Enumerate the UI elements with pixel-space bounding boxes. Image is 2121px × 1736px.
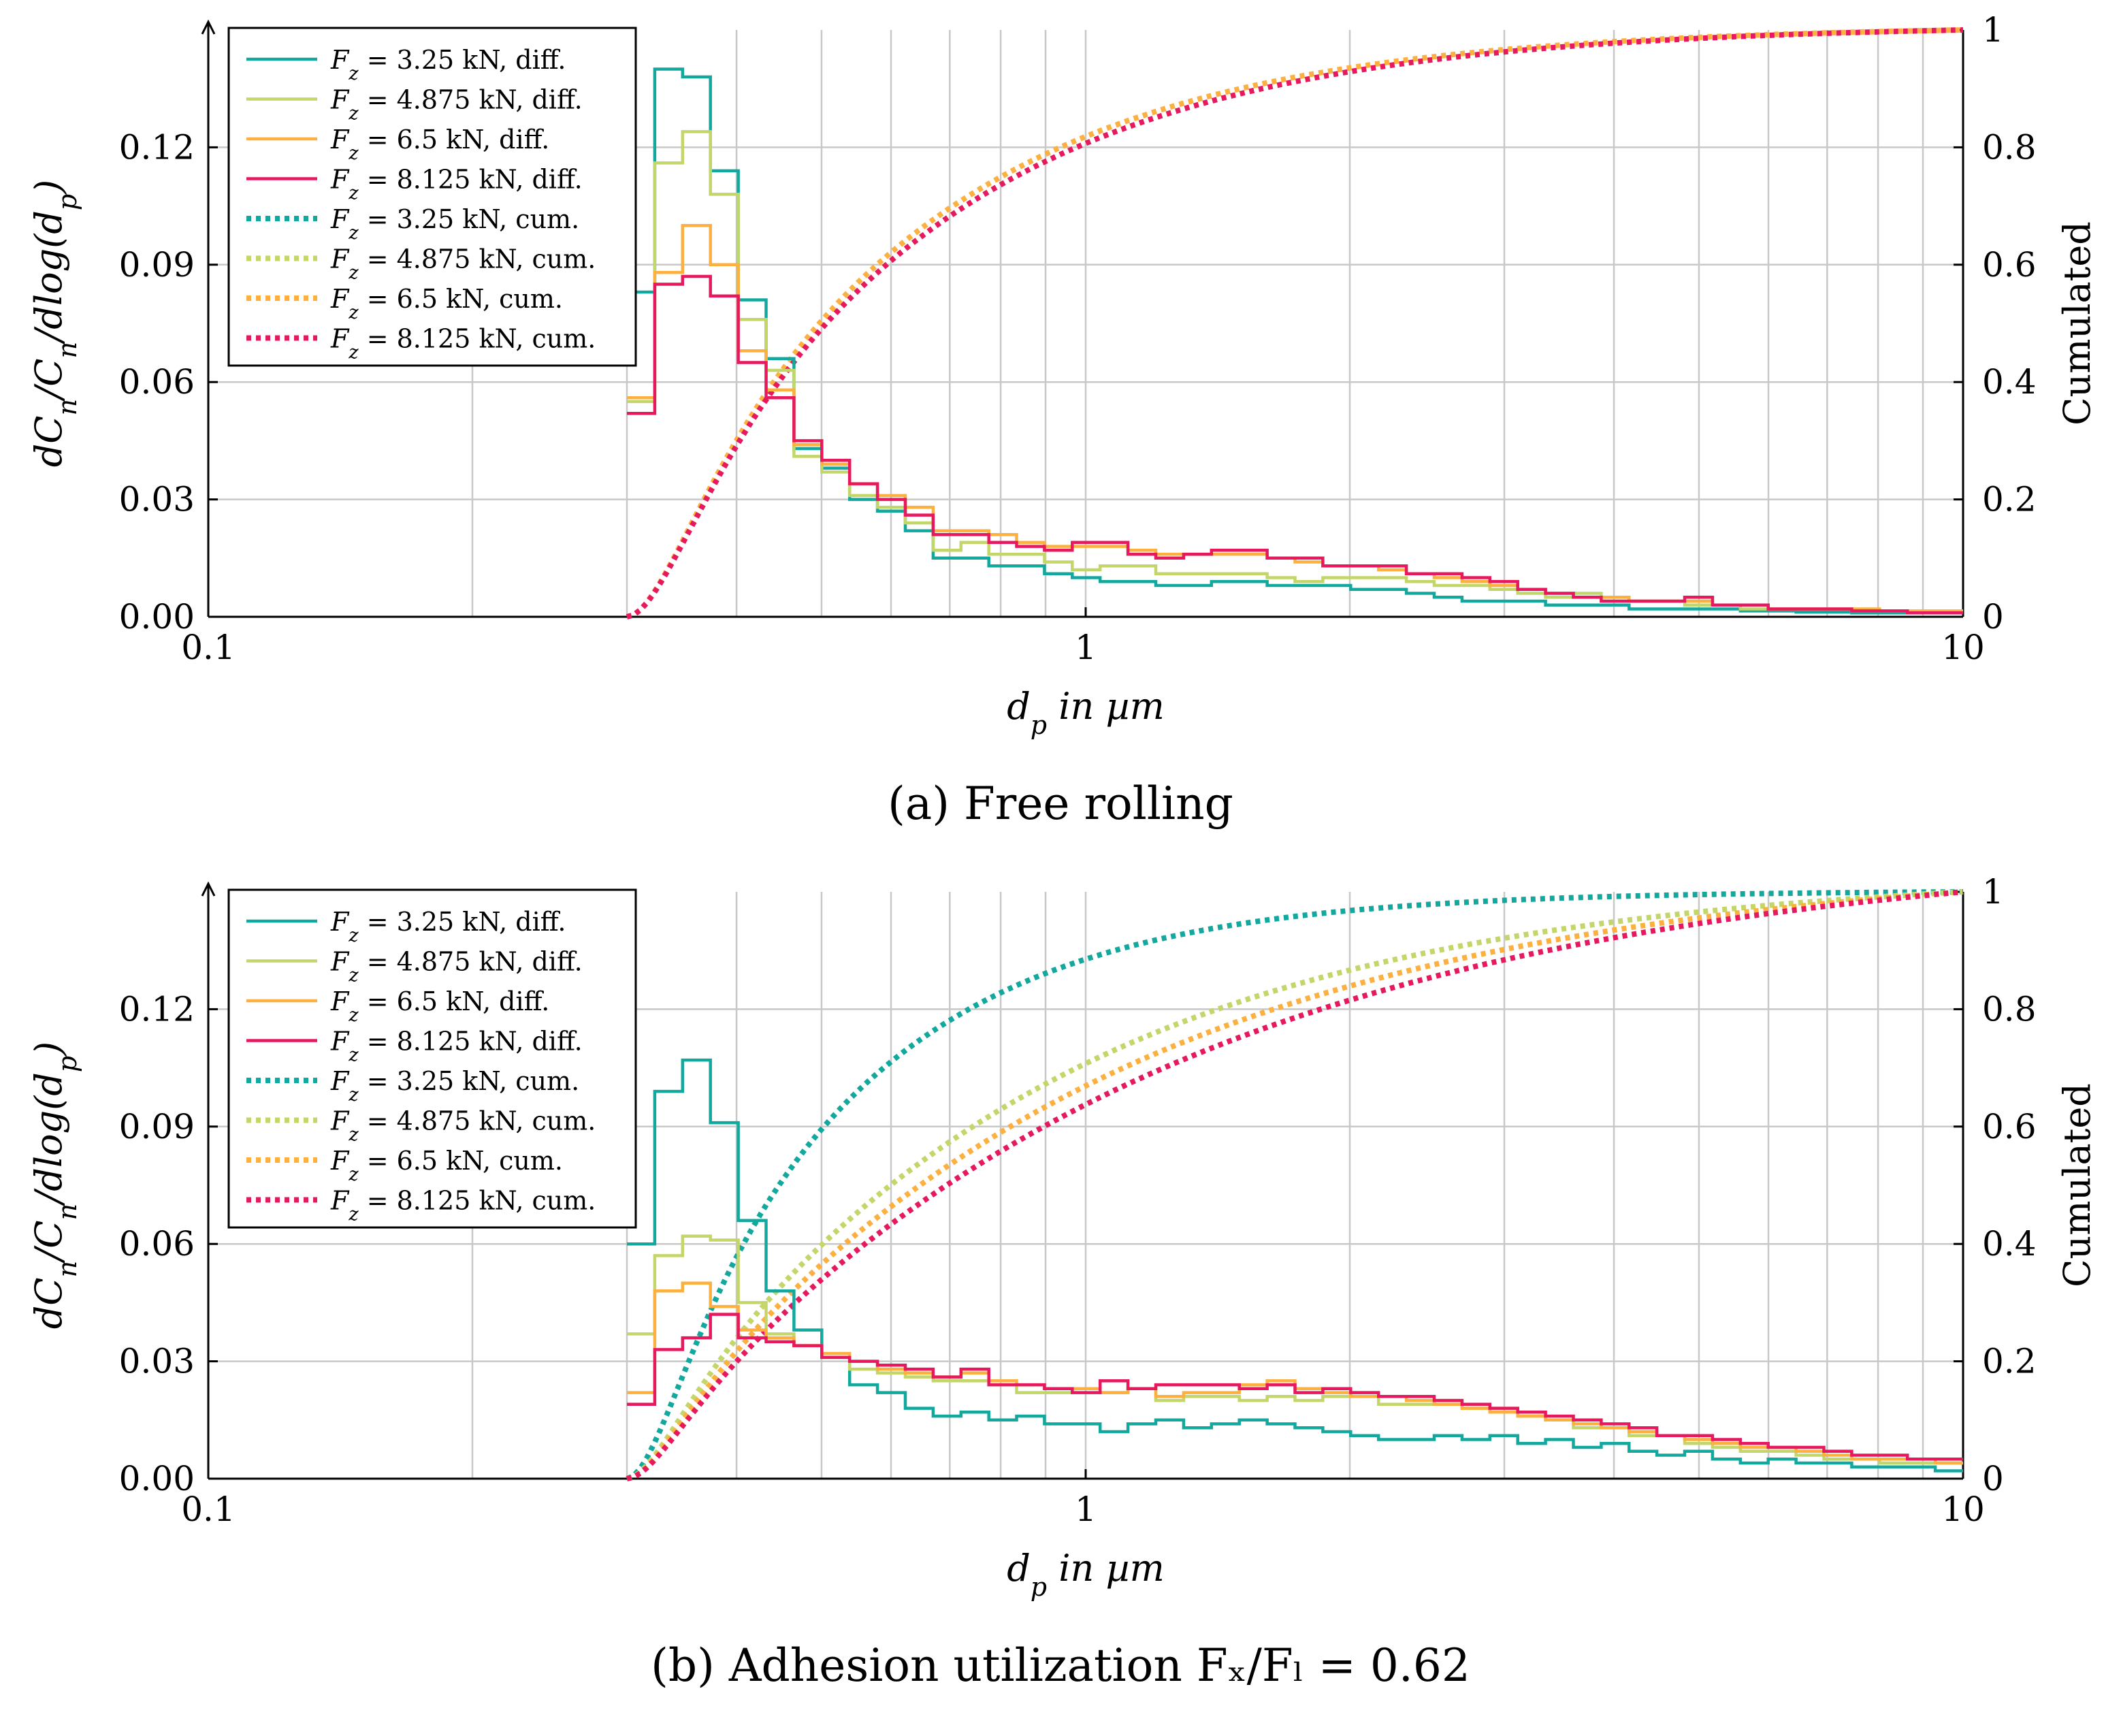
panel-a-legend-entry: Fz = 4.875 kN, cum. [330,244,596,284]
panel-b-y2-tick-label: 1 [1982,872,2004,912]
panel-a-y-tick-label: 0.00 [119,597,195,637]
panel-a-y2-tick-label: 0.4 [1982,362,2037,402]
panel-a-y-tick-label: 0.09 [119,245,195,285]
panel-a-cum-line-3 [626,27,1964,620]
panel-b-y2-tick-label: 0.2 [1982,1342,2037,1381]
panel-a-legend-entry: Fz = 4.875 kN, diff. [330,85,583,125]
caption-a: (a) Free rolling [0,777,2121,830]
panel-a-x-tick-label: 10 [1941,628,1985,667]
panel-a-x-axis-label: dp in µm [1007,685,1165,740]
panel-b-y2-axis-label: Cumulated [2056,1083,2099,1287]
panel-a-cum-line-4 [626,27,1964,620]
panel-a-y-axis-label: dCn/Cn/dlog(dp) [27,180,82,468]
panel-b-y-axis-label: dCn/Cn/dlog(dp) [27,1042,82,1330]
panel-b-y-tick-label: 0.06 [119,1224,195,1264]
panel-a-y-tick-label: 0.03 [119,480,195,519]
panel-a-legend-entry: Fz = 8.125 kN, diff. [330,165,583,204]
panel-a-y-tick-label: 0.12 [119,127,195,167]
panel-a-y2-tick-label: 0 [1982,597,2004,637]
caption-b-letter: (b) [651,1639,715,1692]
panel-b-legend-entry: Fz = 3.25 kN, cum. [330,1066,579,1106]
panel-a-legend-entry: Fz = 3.25 kN, diff. [330,45,566,84]
panel-b-legend-entry: Fz = 8.125 kN, cum. [330,1186,596,1225]
panel-b-legend-entry: Fz = 6.5 kN, cum. [330,1146,563,1185]
panel-a-legend-entry: Fz = 8.125 kN, cum. [330,324,596,364]
panel-b-legend-entry: Fz = 3.25 kN, diff. [330,907,566,946]
panel-a-y2-tick-label: 0.8 [1982,127,2037,167]
panel-a-y-tick-label: 0.06 [119,362,195,402]
caption-b-text: Adhesion utilization Fₓ/Fₗ = 0.62 [728,1639,1470,1692]
panel-a-legend: Fz = 3.25 kN, diff.Fz = 4.875 kN, diff.F… [227,27,637,367]
panel-b-cum-line-2 [626,889,1964,1481]
panel-a-diff-line-2 [627,130,1963,615]
panel-b-x-tick-label: 1 [1075,1490,1097,1529]
panel-b-legend-entry: Fz = 8.125 kN, diff. [330,1027,583,1066]
panel-b-cum-line-1 [626,889,1964,1481]
panel-b-legend-entry: Fz = 6.5 kN, diff. [330,986,549,1026]
panel-b-diff-line-3 [627,1281,1963,1465]
panel-a-y-axis-arrow [201,19,216,35]
panel-a-y2-axis-label: Cumulated [2056,221,2099,425]
panel-b-legend: Fz = 3.25 kN, diff.Fz = 4.875 kN, diff.F… [227,888,637,1229]
panel-a-y2-tick-label: 0.6 [1982,245,2037,285]
panel-b-cum-line-4 [626,889,1964,1481]
caption-a-text: Free rolling [964,777,1233,830]
panel-b: 0.1 1 10 0.00 0.03 0.06 0.09 0.12 0 0.2 0.4 0.6 0.8 1… [27,872,2099,1602]
panel-b-legend-box [227,888,637,1229]
panel-b-y2-tick-label: 0 [1982,1459,2004,1498]
panel-a-diff-line-4 [627,274,1963,615]
panel-b-x-tick-label: 0.1 [181,1490,236,1529]
panel-b-diff-line-4 [627,1313,1963,1461]
caption-b: (b) Adhesion utilization Fₓ/Fₗ = 0.62 [0,1639,2121,1692]
panel-a-legend-entry: Fz = 3.25 kN, cum. [330,204,579,244]
panel-a-x-tick-label: 0.1 [181,628,236,667]
panel-a-legend-entry: Fz = 6.5 kN, cum. [330,284,563,323]
panel-b-y-axis-arrow [201,881,216,897]
panel-b-y2-tick-label: 0.8 [1982,989,2037,1029]
panel-b-y2-tick-label: 0.6 [1982,1107,2037,1146]
panel-b-y-tick-label: 0.09 [119,1107,195,1146]
panel-b-y2-tick-label: 0.4 [1982,1224,2037,1264]
caption-a-letter: (a) [888,777,950,830]
panel-a-diff-line-1 [627,67,1963,615]
panel-a-y2-tick-label: 1 [1982,10,2004,50]
panel-a-legend-box [227,27,637,367]
panel-a-y2-tick-label: 0.2 [1982,480,2037,519]
panel-a-x-tick-label: 1 [1075,628,1097,667]
panel-b-y-tick-label: 0.00 [119,1459,195,1498]
panel-a: 0.1 1 10 0.00 0.03 0.06 0.09 0.12 0 0.2 0.4 0.6 0.8 1… [27,10,2099,740]
panel-b-x-axis-label: dp in µm [1007,1547,1165,1602]
panel-a-legend-entry: Fz = 6.5 kN, diff. [330,125,549,164]
panel-a-diff-line-3 [627,224,1963,613]
panel-b-legend-entry: Fz = 4.875 kN, diff. [330,947,583,986]
panel-b-legend-entry: Fz = 4.875 kN, cum. [330,1106,596,1146]
panel-b-y-tick-label: 0.12 [119,989,195,1029]
panel-b-x-tick-label: 10 [1941,1490,1985,1529]
panel-b-y-tick-label: 0.03 [119,1342,195,1381]
